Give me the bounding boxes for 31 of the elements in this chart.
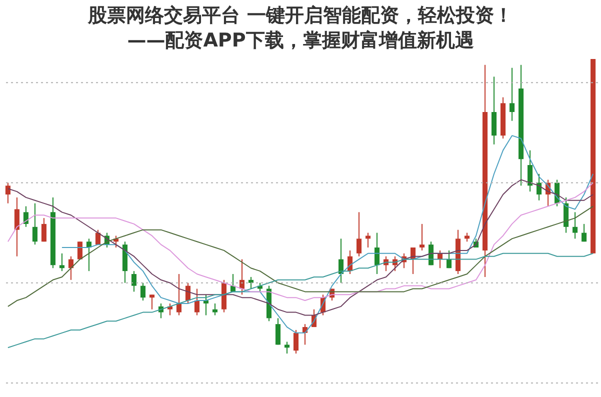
candlestick xyxy=(140,282,146,302)
candlestick xyxy=(572,212,578,240)
candlestick xyxy=(293,329,299,354)
candlestick xyxy=(492,76,497,145)
candlestick xyxy=(5,182,10,204)
candlestick xyxy=(149,294,154,310)
candlestick xyxy=(248,276,254,290)
candlestick xyxy=(374,232,380,275)
candlestick xyxy=(23,206,28,228)
candlestick xyxy=(176,274,182,316)
candlestick xyxy=(446,250,452,269)
candlestick xyxy=(420,223,425,251)
candlestick xyxy=(212,302,218,316)
candlestick xyxy=(284,341,290,354)
candlestick xyxy=(131,270,136,292)
candlestick xyxy=(203,294,209,316)
candlestick xyxy=(59,252,64,272)
candlestick xyxy=(275,318,281,346)
chart-title: 股票网络交易平台 一键开启智能配资，轻松投资！ xyxy=(87,4,513,26)
candlestick xyxy=(564,196,569,234)
candlestick xyxy=(582,223,587,242)
candlestick xyxy=(365,232,371,248)
candlestick xyxy=(95,229,100,246)
candlestick xyxy=(32,202,38,246)
candlestick xyxy=(194,288,200,316)
candlestick xyxy=(510,67,515,122)
candlestick xyxy=(41,218,46,242)
candlestick xyxy=(14,196,20,257)
candlestick xyxy=(356,212,362,257)
chart-subtitle: ——配资APP下载，掌握财富增值新机遇 xyxy=(127,30,474,52)
candlestick xyxy=(528,150,533,192)
